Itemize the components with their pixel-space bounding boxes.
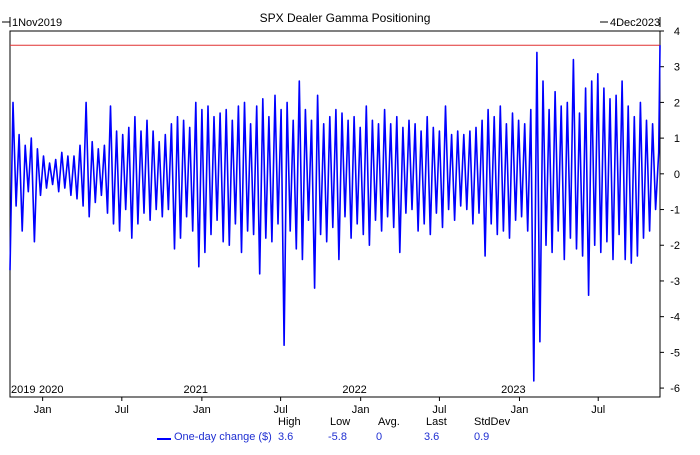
legend-value-avg: 0	[376, 431, 383, 443]
series-line	[9, 45, 661, 382]
y-tick-label: -1	[670, 205, 680, 217]
legend-header-stddev: StdDev	[474, 416, 511, 428]
x-tick-label: Jan	[34, 404, 52, 416]
y-tick-label: 1	[674, 133, 680, 145]
y-tick-label: -6	[670, 383, 680, 395]
y-tick-label: 3	[674, 62, 680, 74]
legend-header-low: Low	[330, 416, 351, 428]
x-tick-label: Jan	[352, 404, 370, 416]
x-tick-label: Jul	[274, 404, 288, 416]
legend: High Low Avg. Last StdDev One-day change…	[0, 414, 700, 454]
year-label: 2020	[39, 384, 63, 396]
x-axis: Jan Jul Jan Jul Jan Jul Jan Jul 2019 2020 2021 2022…	[11, 384, 605, 416]
y-tick-label: -4	[670, 312, 680, 324]
series-layer	[9, 45, 661, 382]
year-label: 2021	[184, 384, 208, 396]
y-tick-label: -5	[670, 347, 680, 359]
end-date-label: 4Dec2023	[610, 17, 660, 29]
legend-value-stddev: 0.9	[474, 431, 490, 443]
chart-title: SPX Dealer Gamma Positioning	[260, 11, 431, 25]
legend-series-label: One-day change ($)	[174, 431, 272, 443]
year-label: 2022	[342, 384, 366, 396]
legend-value-last: 3.6	[424, 431, 440, 443]
y-tick-label: 2	[674, 97, 680, 109]
year-label: 2023	[501, 384, 525, 396]
year-label: 2019	[11, 384, 35, 396]
x-tick-label: Jul	[591, 404, 605, 416]
legend-header-high: High	[278, 416, 301, 428]
legend-value-low: -5.8	[328, 431, 347, 443]
legend-swatch	[157, 438, 171, 440]
legend-value-high: 3.6	[278, 431, 294, 443]
plot-frame	[9, 30, 661, 398]
x-tick-label: Jan	[511, 404, 529, 416]
y-tick-label: -3	[670, 276, 680, 288]
x-tick-label: Jan	[193, 404, 211, 416]
legend-header-avg: Avg.	[378, 416, 400, 428]
y-axis: 4 3 2 1 0 -1 -2 -3 -4 -5 -6	[660, 26, 680, 395]
x-tick-label: Jul	[115, 404, 129, 416]
start-date-label: 1Nov2019	[12, 17, 62, 29]
x-tick-label: Jul	[432, 404, 446, 416]
y-tick-label: 4	[674, 26, 680, 38]
y-tick-label: -2	[670, 240, 680, 252]
legend-header-last: Last	[426, 416, 447, 428]
y-tick-label: 0	[674, 169, 680, 181]
